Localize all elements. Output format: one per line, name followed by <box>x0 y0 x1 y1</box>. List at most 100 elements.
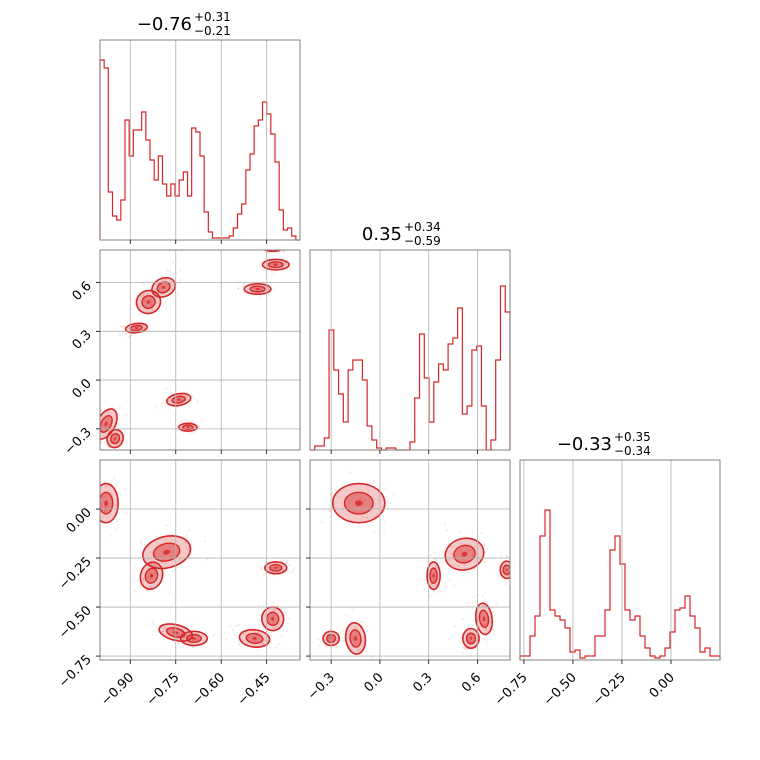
sample-point <box>237 287 239 290</box>
x-tick-label: −0.60 <box>189 670 228 709</box>
sample-point <box>441 561 444 564</box>
contour-core <box>271 246 274 248</box>
sample-point <box>468 634 471 637</box>
sample-point <box>354 494 357 496</box>
contour-core <box>134 326 139 330</box>
sample-point <box>288 564 291 566</box>
sample-point <box>370 657 373 660</box>
sample-point <box>484 623 487 626</box>
sample-point <box>448 558 451 561</box>
sample-point <box>162 554 165 557</box>
sample-point <box>143 308 146 311</box>
sample-point <box>504 566 507 569</box>
sample-point <box>448 638 451 641</box>
density-blob <box>106 428 124 449</box>
sample-point <box>472 639 475 642</box>
sample-point <box>278 565 280 568</box>
sample-point <box>241 285 244 288</box>
sample-point <box>176 637 178 640</box>
sample-point <box>108 446 111 449</box>
density-blob <box>238 628 271 648</box>
scatter-frame <box>99 249 301 451</box>
sample-point <box>130 327 133 330</box>
sample-point <box>185 547 188 550</box>
sample-point <box>125 400 128 403</box>
sample-point <box>328 509 331 512</box>
sample-point <box>343 632 346 635</box>
sample-point <box>269 247 271 249</box>
sample-point <box>156 297 159 300</box>
sample-point <box>347 631 350 634</box>
sample-point <box>347 629 349 632</box>
scatter-frame <box>99 459 301 661</box>
sample-point <box>345 489 348 492</box>
sample-point <box>165 524 168 527</box>
sample-point <box>271 615 274 617</box>
sample-point <box>357 641 360 644</box>
sample-point <box>327 638 330 641</box>
sample-point <box>95 438 97 440</box>
sample-point <box>275 624 278 627</box>
sample-point <box>459 530 462 533</box>
sample-point <box>155 542 158 545</box>
sample-point <box>478 545 481 548</box>
sample-point <box>468 640 471 642</box>
sample-point <box>270 270 273 273</box>
sample-point <box>318 644 321 647</box>
contour-core <box>191 637 196 640</box>
density-blob <box>100 482 119 524</box>
sample-point <box>185 533 188 536</box>
sample-point <box>97 500 99 502</box>
sample-point <box>178 555 181 558</box>
sample-point <box>133 303 136 306</box>
sample-point <box>272 621 275 624</box>
sample-point <box>254 286 257 289</box>
contour-core <box>104 421 108 427</box>
sample-point <box>243 632 246 635</box>
sample-point <box>150 298 153 301</box>
sample-point <box>257 639 260 642</box>
sample-point <box>165 387 168 390</box>
sample-point <box>285 264 288 267</box>
sample-point <box>117 423 120 426</box>
density-blob <box>499 560 510 580</box>
sample-point <box>142 579 144 582</box>
sample-point <box>279 263 282 266</box>
sample-point <box>115 504 117 507</box>
sample-point <box>280 635 283 638</box>
sample-point <box>97 495 99 497</box>
x-tick-label: 0.6 <box>459 670 484 695</box>
sample-point <box>166 269 169 272</box>
sample-point <box>165 538 168 541</box>
sample-point <box>101 415 104 418</box>
sample-point <box>148 551 151 554</box>
contour-core <box>252 637 257 640</box>
sample-point <box>288 571 291 574</box>
sample-point <box>120 325 123 328</box>
sample-point <box>472 600 475 603</box>
sample-point <box>267 288 270 291</box>
sample-point <box>328 637 331 639</box>
contour-core <box>469 636 473 640</box>
sample-point <box>452 545 455 548</box>
sample-point <box>483 639 486 641</box>
sample-point <box>147 545 150 548</box>
sample-point <box>283 250 286 253</box>
sample-point <box>171 297 174 300</box>
sample-point <box>161 630 163 633</box>
sample-point <box>257 631 260 634</box>
sample-point <box>97 500 99 502</box>
sample-point <box>187 529 190 532</box>
contour-core <box>113 437 117 440</box>
sample-point <box>107 446 110 449</box>
sample-point <box>352 608 355 611</box>
sample-point <box>500 551 502 554</box>
sample-point <box>237 643 240 646</box>
sample-point <box>486 618 489 621</box>
sample-point <box>354 642 356 645</box>
sample-point <box>342 640 345 643</box>
sample-point <box>113 504 116 507</box>
sample-point <box>335 645 338 648</box>
sample-point <box>196 400 199 403</box>
